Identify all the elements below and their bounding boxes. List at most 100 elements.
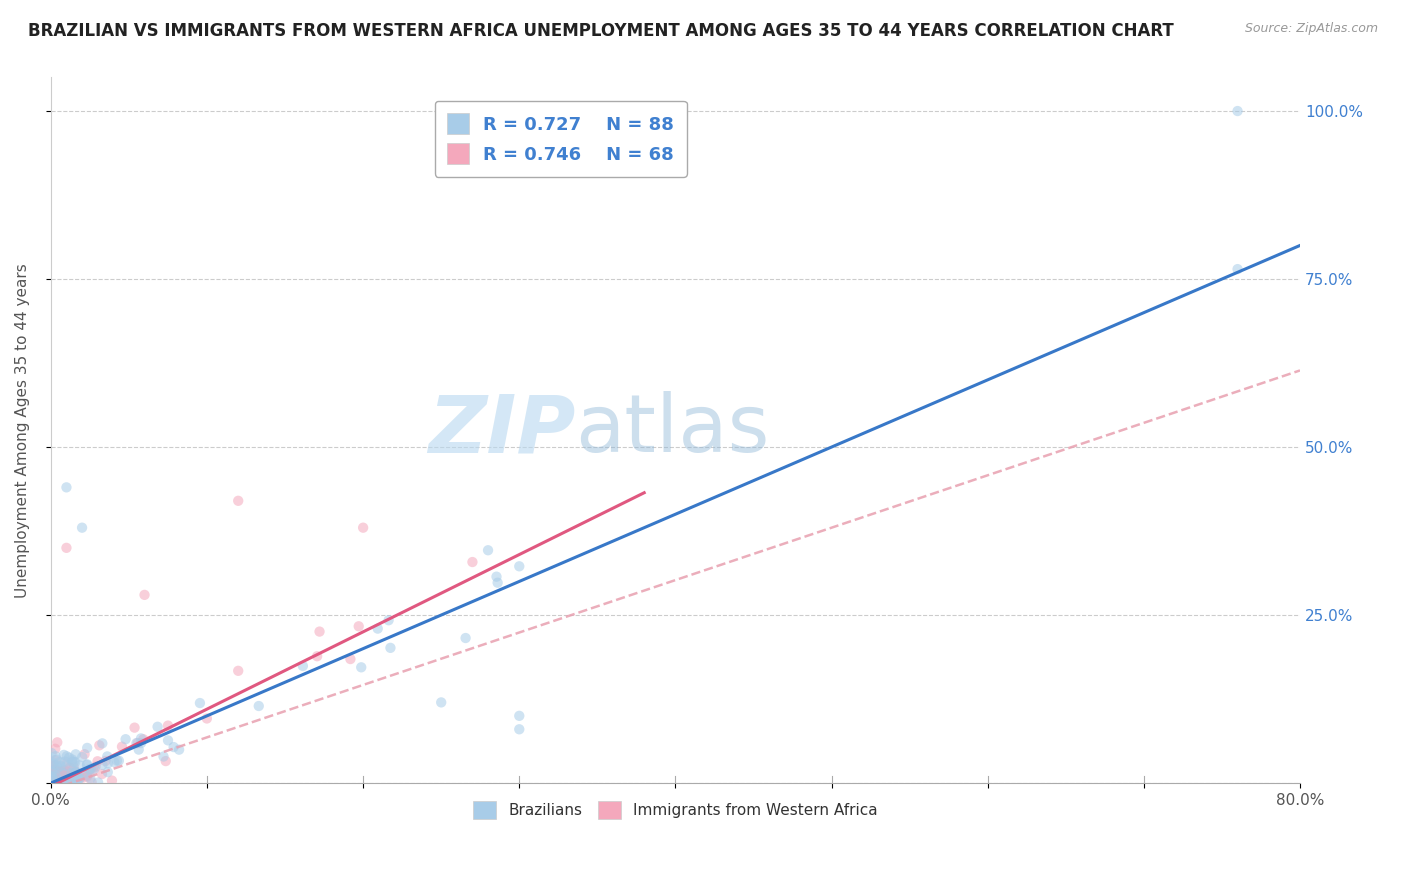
Point: [162, 740, 184, 755]
Text: Source: ZipAtlas.com: Source: ZipAtlas.com: [1244, 22, 1378, 36]
Point: [60, 755, 83, 769]
Point: [430, 695, 453, 709]
Point: [51, 764, 73, 779]
Point: [291, 659, 314, 673]
Point: [461, 555, 484, 569]
Point: [55, 769, 77, 783]
Point: [45, 753, 67, 767]
Point: [132, 732, 155, 747]
Point: [45, 766, 67, 780]
Point: [48, 764, 70, 779]
Point: [42, 772, 65, 787]
Point: [91, 758, 114, 772]
Point: [129, 736, 152, 750]
Point: [87, 775, 110, 789]
Point: [454, 631, 477, 645]
Point: [352, 521, 374, 535]
Text: BRAZILIAN VS IMMIGRANTS FROM WESTERN AFRICA UNEMPLOYMENT AMONG AGES 35 TO 44 YEA: BRAZILIAN VS IMMIGRANTS FROM WESTERN AFR…: [28, 22, 1174, 40]
Point: [77, 762, 100, 776]
Point: [83, 762, 105, 776]
Point: [80, 775, 103, 789]
Point: [226, 664, 249, 678]
Point: [41, 770, 63, 784]
Point: [125, 736, 148, 750]
Point: [45, 758, 67, 772]
Point: [44, 768, 66, 782]
Point: [46, 769, 69, 783]
Point: [477, 543, 499, 558]
Point: [89, 739, 111, 753]
Point: [51, 769, 73, 783]
Point: [69, 771, 91, 785]
Point: [63, 755, 86, 769]
Point: [66, 775, 89, 789]
Point: [52, 766, 75, 780]
Point: [52, 747, 75, 762]
Point: [42, 763, 65, 777]
Point: [63, 764, 86, 778]
Point: [73, 766, 96, 780]
Point: [66, 768, 89, 782]
Point: [55, 757, 77, 772]
Point: [45, 749, 67, 764]
Point: [53, 770, 76, 784]
Point: [124, 721, 146, 735]
Point: [53, 755, 76, 769]
Point: [367, 622, 389, 636]
Point: [128, 742, 150, 756]
Point: [188, 696, 211, 710]
Point: [72, 771, 94, 785]
Point: [58, 750, 80, 764]
Point: [350, 660, 373, 674]
Point: [59, 761, 82, 775]
Point: [67, 771, 90, 785]
Point: [76, 768, 98, 782]
Point: [62, 760, 84, 774]
Point: [79, 763, 101, 777]
Point: [146, 720, 169, 734]
Point: [65, 766, 87, 780]
Point: [156, 718, 179, 732]
Point: [508, 559, 530, 574]
Point: [103, 755, 125, 769]
Point: [65, 747, 87, 762]
Point: [60, 765, 83, 780]
Point: [52, 772, 75, 786]
Point: [127, 736, 149, 750]
Point: [485, 569, 508, 583]
Text: atlas: atlas: [575, 392, 770, 469]
Point: [45, 769, 67, 783]
Point: [48, 773, 70, 788]
Point: [44, 753, 66, 767]
Point: [111, 739, 134, 754]
Point: [108, 754, 131, 768]
Point: [63, 764, 86, 779]
Point: [347, 619, 370, 633]
Point: [55, 759, 77, 773]
Point: [97, 756, 120, 771]
Point: [226, 493, 249, 508]
Point: [62, 755, 84, 769]
Point: [44, 741, 66, 756]
Point: [55, 769, 77, 783]
Point: [91, 767, 114, 781]
Point: [55, 480, 77, 494]
Point: [97, 765, 120, 780]
Point: [44, 773, 66, 788]
Point: [41, 756, 63, 771]
Point: [48, 766, 70, 780]
Point: [49, 759, 72, 773]
Point: [41, 764, 63, 779]
Point: [134, 588, 156, 602]
Point: [53, 775, 76, 789]
Point: [101, 773, 124, 788]
Point: [155, 754, 177, 768]
Point: [60, 768, 83, 782]
Point: [79, 771, 101, 785]
Point: [55, 764, 77, 779]
Point: [129, 731, 152, 746]
Point: [44, 764, 66, 779]
Point: [42, 763, 65, 777]
Text: ZIP: ZIP: [427, 392, 575, 469]
Point: [80, 762, 103, 776]
